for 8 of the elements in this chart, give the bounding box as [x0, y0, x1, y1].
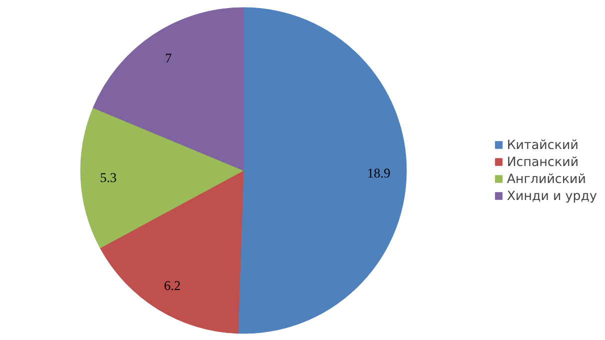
data-label: 6.2	[164, 278, 181, 294]
legend-label: Китайский	[506, 137, 578, 152]
legend-label: Хинди и урду	[506, 188, 597, 203]
data-label: 18.9	[367, 165, 391, 180]
legend-label: Испанский	[506, 154, 579, 169]
data-label: 5.3	[100, 170, 118, 185]
legend-label: Английский	[506, 171, 586, 186]
data-label: 7	[165, 50, 172, 66]
